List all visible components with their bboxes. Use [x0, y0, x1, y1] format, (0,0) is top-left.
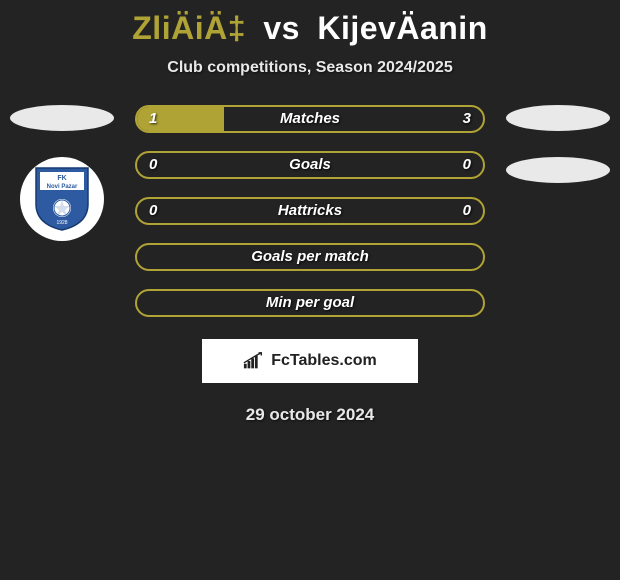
stat-bar: Goals per match — [135, 243, 485, 271]
stat-label: Hattricks — [137, 199, 483, 223]
season-subtitle: Club competitions, Season 2024/2025 — [0, 59, 620, 77]
footer-date: 29 october 2024 — [0, 405, 620, 425]
player2-name: KijevÄanin — [317, 10, 487, 46]
vs-separator: vs — [263, 10, 300, 46]
player1-column: FK Novi Pazar 1928 — [7, 105, 117, 241]
stat-label: Min per goal — [137, 291, 483, 315]
stat-value-right: 3 — [463, 107, 471, 131]
stat-bar: 1Matches3 — [135, 105, 485, 133]
brand-attribution[interactable]: FcTables.com — [202, 339, 418, 383]
club-shield-icon: FK Novi Pazar 1928 — [34, 166, 90, 232]
stat-bar: 0Hattricks0 — [135, 197, 485, 225]
stat-label: Goals per match — [137, 245, 483, 269]
bars-chart-icon — [243, 352, 265, 370]
stat-label: Goals — [137, 153, 483, 177]
comparison-title: ZliÄiÄ‡ vs KijevÄanin — [0, 10, 620, 47]
svg-text:FK: FK — [57, 175, 66, 182]
stats-bars: 1Matches30Goals00Hattricks0Goals per mat… — [135, 105, 485, 317]
svg-text:1928: 1928 — [56, 220, 67, 226]
player2-column — [503, 105, 613, 183]
player1-name: ZliÄiÄ‡ — [132, 10, 246, 46]
player1-club-badge: FK Novi Pazar 1928 — [20, 157, 104, 241]
stats-layout: FK Novi Pazar 1928 1Matches30Goals00Hatt… — [0, 105, 620, 317]
stat-value-right: 0 — [463, 153, 471, 177]
player1-photo-placeholder — [10, 105, 114, 131]
player2-photo-placeholder — [506, 105, 610, 131]
stat-label: Matches — [137, 107, 483, 131]
svg-text:Novi Pazar: Novi Pazar — [47, 184, 78, 190]
stat-bar: 0Goals0 — [135, 151, 485, 179]
stat-bar: Min per goal — [135, 289, 485, 317]
player2-club-placeholder — [506, 157, 610, 183]
stat-value-right: 0 — [463, 199, 471, 223]
brand-text: FcTables.com — [271, 352, 377, 370]
